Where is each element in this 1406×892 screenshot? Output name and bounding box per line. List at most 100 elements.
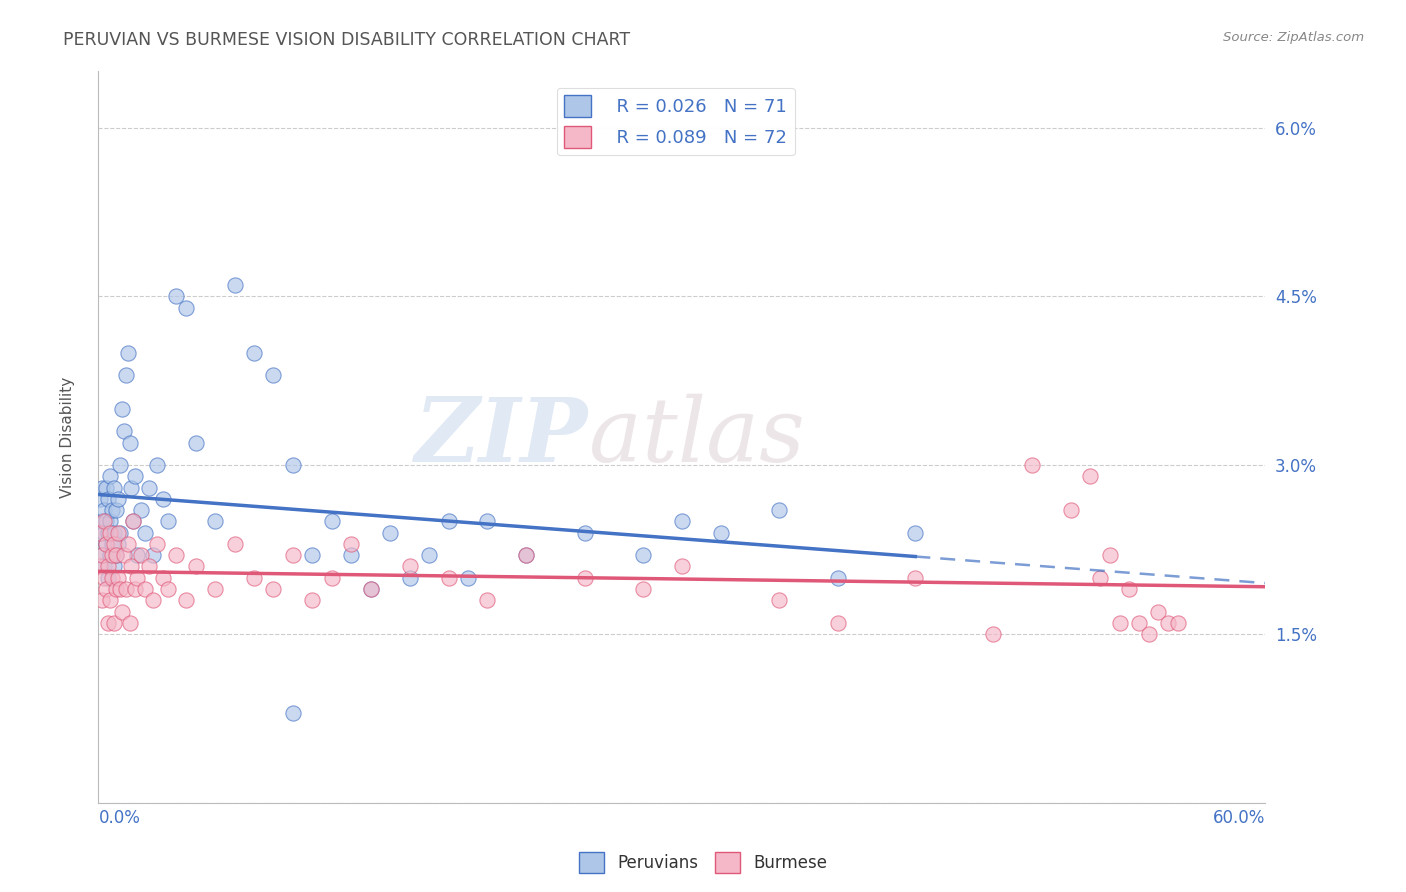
Point: [768, 593, 790, 607]
Point: [98, 593, 121, 607]
Point: [398, 559, 420, 574]
Point: [104, 548, 127, 562]
Point: [96, 582, 118, 596]
Point: [129, 503, 152, 517]
Point: [457, 571, 479, 585]
Point: [97, 491, 120, 506]
Point: [142, 593, 165, 607]
Point: [93, 503, 115, 517]
Point: [981, 627, 1004, 641]
Point: [89, 491, 111, 506]
Point: [91, 481, 114, 495]
Point: [710, 525, 733, 540]
Point: [104, 548, 127, 562]
Point: [418, 548, 440, 562]
Text: ZIP: ZIP: [415, 394, 589, 480]
Point: [1147, 605, 1170, 619]
Point: [827, 571, 849, 585]
Point: [1088, 571, 1111, 585]
Point: [224, 537, 246, 551]
Point: [101, 537, 124, 551]
Point: [243, 571, 266, 585]
Point: [107, 491, 129, 506]
Point: [174, 593, 197, 607]
Point: [224, 278, 246, 293]
Point: [301, 593, 323, 607]
Point: [89, 525, 111, 540]
Point: [146, 537, 169, 551]
Point: [127, 548, 149, 562]
Point: [142, 548, 165, 562]
Point: [96, 515, 118, 529]
Point: [165, 548, 187, 562]
Point: [98, 469, 121, 483]
Point: [122, 515, 145, 529]
Point: [93, 559, 115, 574]
Text: 0.0%: 0.0%: [98, 809, 141, 827]
Point: [124, 582, 146, 596]
Point: [827, 615, 849, 630]
Point: [157, 582, 180, 596]
Point: [93, 515, 115, 529]
Point: [671, 559, 693, 574]
Point: [89, 525, 111, 540]
Point: [281, 548, 304, 562]
Point: [1098, 548, 1121, 562]
Point: [103, 559, 125, 574]
Point: [157, 515, 180, 529]
Point: [243, 345, 266, 359]
Point: [89, 559, 111, 574]
Point: [768, 503, 790, 517]
Point: [114, 368, 136, 383]
Point: [107, 571, 129, 585]
Point: [360, 582, 382, 596]
Point: [340, 537, 363, 551]
Point: [104, 503, 127, 517]
Point: [301, 548, 323, 562]
Point: [101, 548, 124, 562]
Point: [91, 548, 114, 562]
Point: [91, 548, 114, 562]
Point: [91, 593, 114, 607]
Point: [97, 525, 120, 540]
Text: atlas: atlas: [589, 393, 804, 481]
Point: [574, 571, 596, 585]
Point: [129, 548, 152, 562]
Point: [380, 525, 402, 540]
Point: [121, 559, 143, 574]
Point: [134, 582, 156, 596]
Point: [146, 458, 169, 473]
Point: [117, 345, 139, 359]
Point: [1157, 615, 1180, 630]
Point: [1021, 458, 1043, 473]
Point: [477, 515, 499, 529]
Point: [184, 435, 207, 450]
Point: [398, 571, 420, 585]
Point: [631, 548, 654, 562]
Point: [118, 435, 141, 450]
Point: [340, 548, 363, 562]
Point: [631, 582, 654, 596]
Point: [108, 458, 131, 473]
Point: [574, 525, 596, 540]
Point: [107, 537, 129, 551]
Point: [103, 537, 125, 551]
Point: [103, 525, 125, 540]
Point: [101, 503, 124, 517]
Point: [117, 537, 139, 551]
Point: [124, 469, 146, 483]
Point: [96, 481, 118, 495]
Point: [98, 525, 121, 540]
Point: [1060, 503, 1083, 517]
Y-axis label: Vision Disability: Vision Disability: [60, 376, 75, 498]
Point: [111, 401, 134, 416]
Point: [321, 571, 343, 585]
Point: [108, 525, 131, 540]
Point: [262, 582, 284, 596]
Point: [98, 548, 121, 562]
Point: [515, 548, 537, 562]
Point: [103, 481, 125, 495]
Point: [101, 571, 124, 585]
Point: [204, 582, 226, 596]
Point: [1128, 615, 1150, 630]
